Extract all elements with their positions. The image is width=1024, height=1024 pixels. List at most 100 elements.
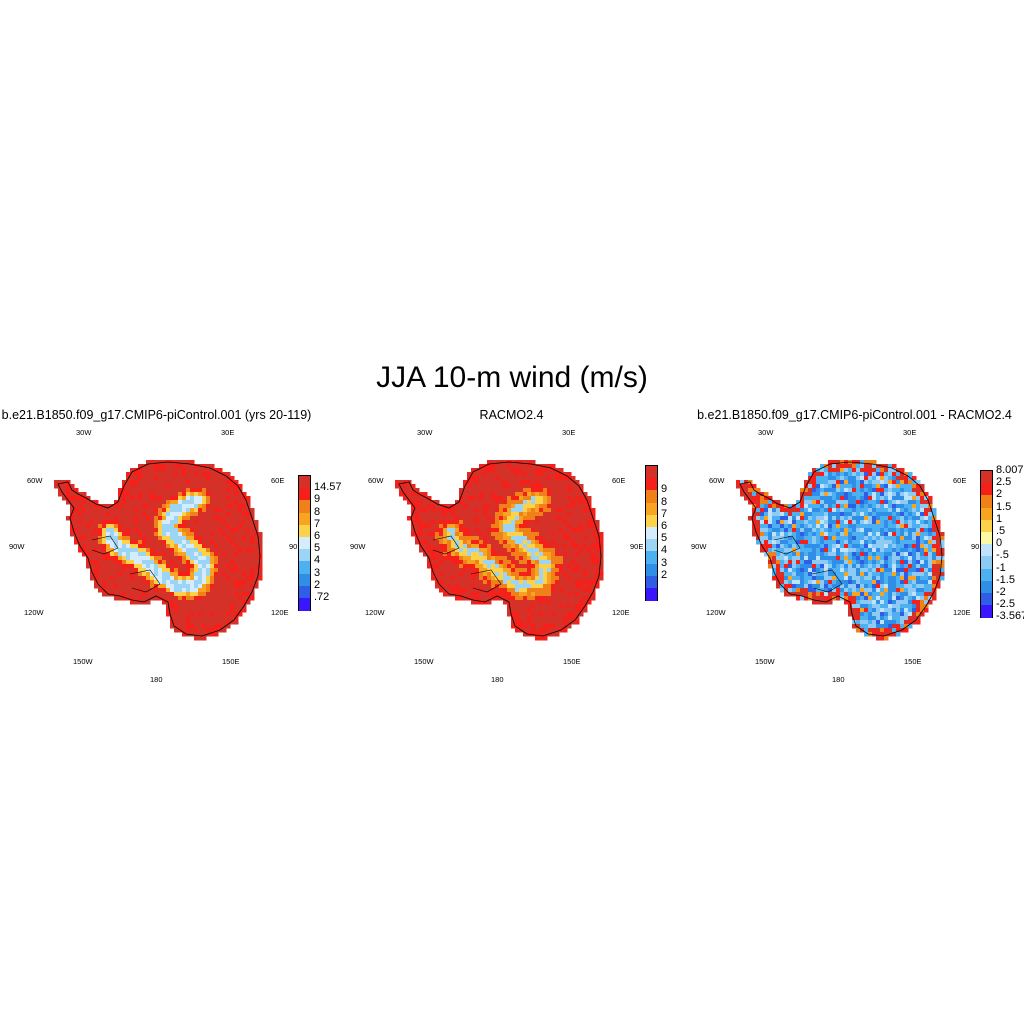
- map-cell: [587, 580, 592, 585]
- map-cell: [812, 544, 817, 549]
- map-cell: [146, 560, 151, 565]
- map-cell: [804, 504, 809, 509]
- map-cell: [246, 520, 251, 525]
- map-cell: [756, 508, 761, 513]
- map-cell: [932, 524, 937, 529]
- map-cell: [872, 632, 877, 637]
- map-cell: [892, 480, 897, 485]
- map-cell: [190, 576, 195, 581]
- map-cell: [511, 592, 516, 597]
- map-cell: [756, 488, 761, 493]
- map-cell: [190, 524, 195, 529]
- map-cell: [226, 472, 231, 477]
- map-cell: [162, 560, 167, 565]
- lon-label-90e: 90E: [289, 542, 303, 551]
- lon-label-30w: 30W: [758, 428, 774, 437]
- map-cell: [242, 508, 247, 513]
- map-cell: [94, 540, 99, 545]
- map-cell: [503, 548, 508, 553]
- map-cell: [860, 488, 865, 493]
- map-cell: [94, 532, 99, 537]
- map-cell: [114, 552, 119, 557]
- map-cell: [519, 472, 524, 477]
- map-cell: [904, 588, 909, 593]
- map-cell: [435, 508, 440, 513]
- map-cell: [222, 568, 227, 573]
- map-cell: [836, 536, 841, 541]
- map-cell: [210, 492, 215, 497]
- map-cell: [547, 524, 552, 529]
- map-cell: [154, 552, 159, 557]
- map-cell: [483, 496, 488, 501]
- map-cell: [848, 588, 853, 593]
- map-cell: [214, 604, 219, 609]
- map-cell: [848, 612, 853, 617]
- map-cell: [210, 568, 215, 573]
- map-cell: [543, 480, 548, 485]
- map-cell: [90, 500, 95, 505]
- map-cell: [872, 620, 877, 625]
- map-cell: [892, 540, 897, 545]
- lon-label-90w: 90W: [350, 542, 366, 551]
- map-cell: [860, 492, 865, 497]
- map-cell: [880, 636, 885, 641]
- map-cell: [146, 480, 151, 485]
- map-cell: [852, 604, 857, 609]
- map-cell: [154, 596, 159, 601]
- map-cell: [118, 508, 123, 513]
- map-cell: [912, 496, 917, 501]
- map-cell: [198, 516, 203, 521]
- map-cell: [411, 516, 416, 521]
- map-cell: [459, 584, 464, 589]
- map-cell: [583, 524, 588, 529]
- map-cell: [912, 608, 917, 613]
- map-cell: [916, 564, 921, 569]
- map-cell: [515, 616, 520, 621]
- map-cell: [527, 600, 532, 605]
- map-cell: [912, 508, 917, 513]
- map-cell: [230, 612, 235, 617]
- map-cell: [908, 620, 913, 625]
- map-cell: [583, 548, 588, 553]
- map-cell: [94, 508, 99, 513]
- map-cell: [146, 552, 151, 557]
- map-cell: [511, 492, 516, 497]
- map-cell: [495, 496, 500, 501]
- map-cell: [74, 500, 79, 505]
- map-cell: [832, 504, 837, 509]
- panel-model: b.e21.B1850.f09_g17.CMIP6-piControl.001 …: [0, 400, 342, 700]
- map-cell: [166, 512, 171, 517]
- map-cell: [475, 492, 480, 497]
- map-cell: [455, 572, 460, 577]
- map-cell: [194, 512, 199, 517]
- map-cell: [198, 620, 203, 625]
- map-cell: [571, 476, 576, 481]
- map-cell: [595, 544, 600, 549]
- map-cell: [559, 588, 564, 593]
- map-cell: [848, 584, 853, 589]
- map-cell: [210, 536, 215, 541]
- map-cell: [122, 568, 127, 573]
- map-cell: [226, 560, 231, 565]
- map-cell: [936, 556, 941, 561]
- map-cell: [218, 596, 223, 601]
- map-cell: [467, 492, 472, 497]
- colorbar-label: 3: [314, 566, 321, 579]
- map-cell: [571, 496, 576, 501]
- map-cell: [202, 516, 207, 521]
- lon-label-90w: 90W: [691, 542, 707, 551]
- map-cell: [78, 492, 83, 497]
- map-cell: [98, 512, 103, 517]
- map-cell: [892, 544, 897, 549]
- colorbar-segment: [646, 539, 657, 552]
- map-cell: [134, 532, 139, 537]
- map-cell: [451, 580, 456, 585]
- map-cell: [519, 604, 524, 609]
- map-cell: [555, 624, 560, 629]
- map-cell: [752, 520, 757, 525]
- map-cell: [423, 540, 428, 545]
- map-cell: [427, 540, 432, 545]
- map-cell: [138, 580, 143, 585]
- map-cell: [503, 544, 508, 549]
- map-cell: [166, 596, 171, 601]
